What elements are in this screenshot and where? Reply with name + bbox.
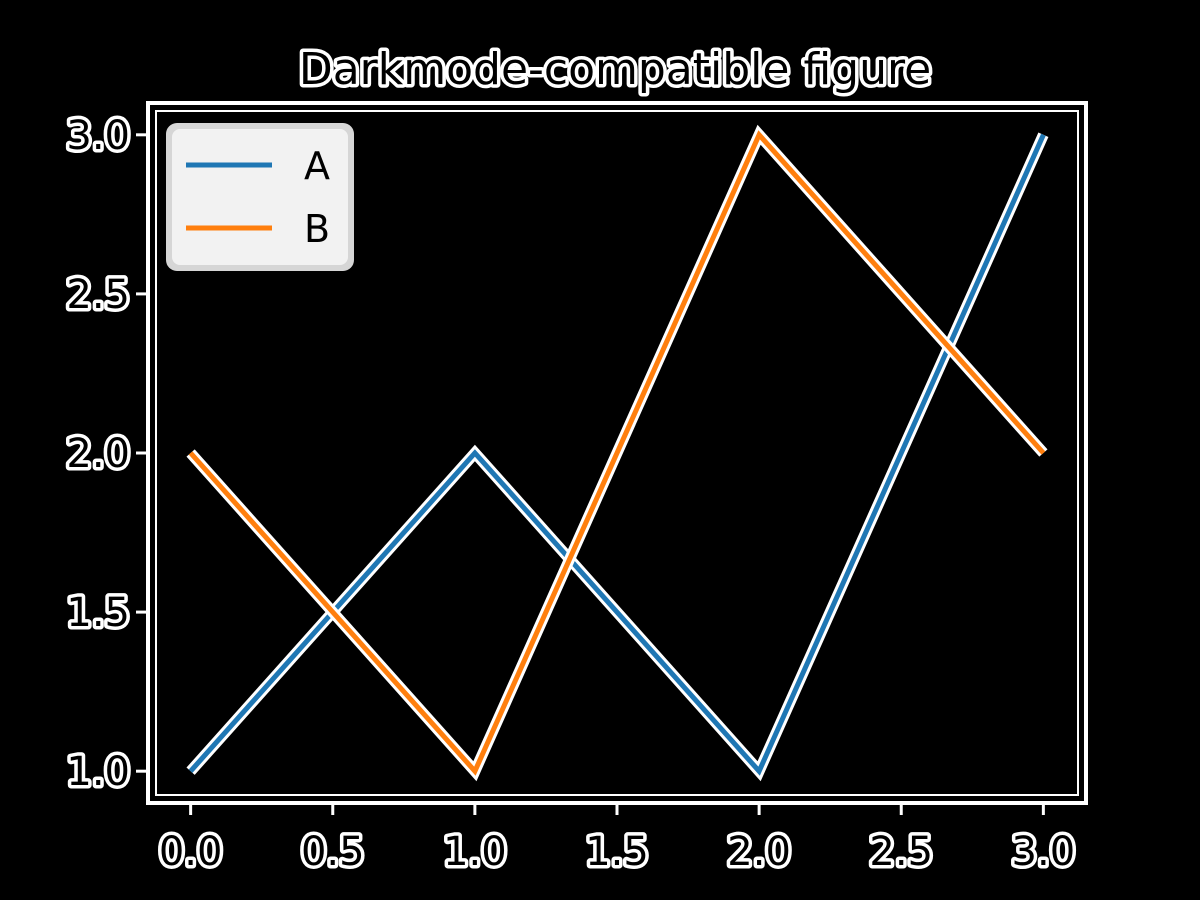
- x-tick-label: 0.0: [159, 829, 223, 875]
- series-b-line: [188, 130, 1046, 776]
- legend-label-b: B: [304, 207, 330, 251]
- axes-border-gap: [152, 107, 1082, 799]
- legend-label-a: A: [304, 144, 330, 188]
- y-tick-label: 2.0: [66, 431, 130, 477]
- x-tick-label: 1.5: [585, 829, 649, 875]
- chart-title: Darkmode-compatible figure: [299, 44, 931, 95]
- y-tick-label: 1.5: [66, 590, 130, 636]
- y-tick-label: 2.5: [66, 272, 130, 318]
- legend: AB: [166, 123, 354, 271]
- y-tick-label: 1.0: [66, 749, 130, 795]
- axes-inner-border: [155, 110, 1079, 796]
- x-tick-label: 1.0: [443, 829, 507, 875]
- x-tick-label: 3.0: [1012, 829, 1076, 875]
- y-tick-label: 3.0: [66, 113, 130, 159]
- series-layer: [186, 124, 1049, 782]
- x-axis-ticks: 0.0 0.5 1.0 1.5 2.0 2.5 3.0: [155, 803, 1079, 879]
- x-tick-label: 2.5: [869, 829, 933, 875]
- x-tick-label: 2.0: [727, 829, 791, 875]
- y-axis-ticks: 1.0 1.5 2.0 2.5 3.0: [63, 109, 148, 799]
- x-tick-label: 0.5: [301, 829, 365, 875]
